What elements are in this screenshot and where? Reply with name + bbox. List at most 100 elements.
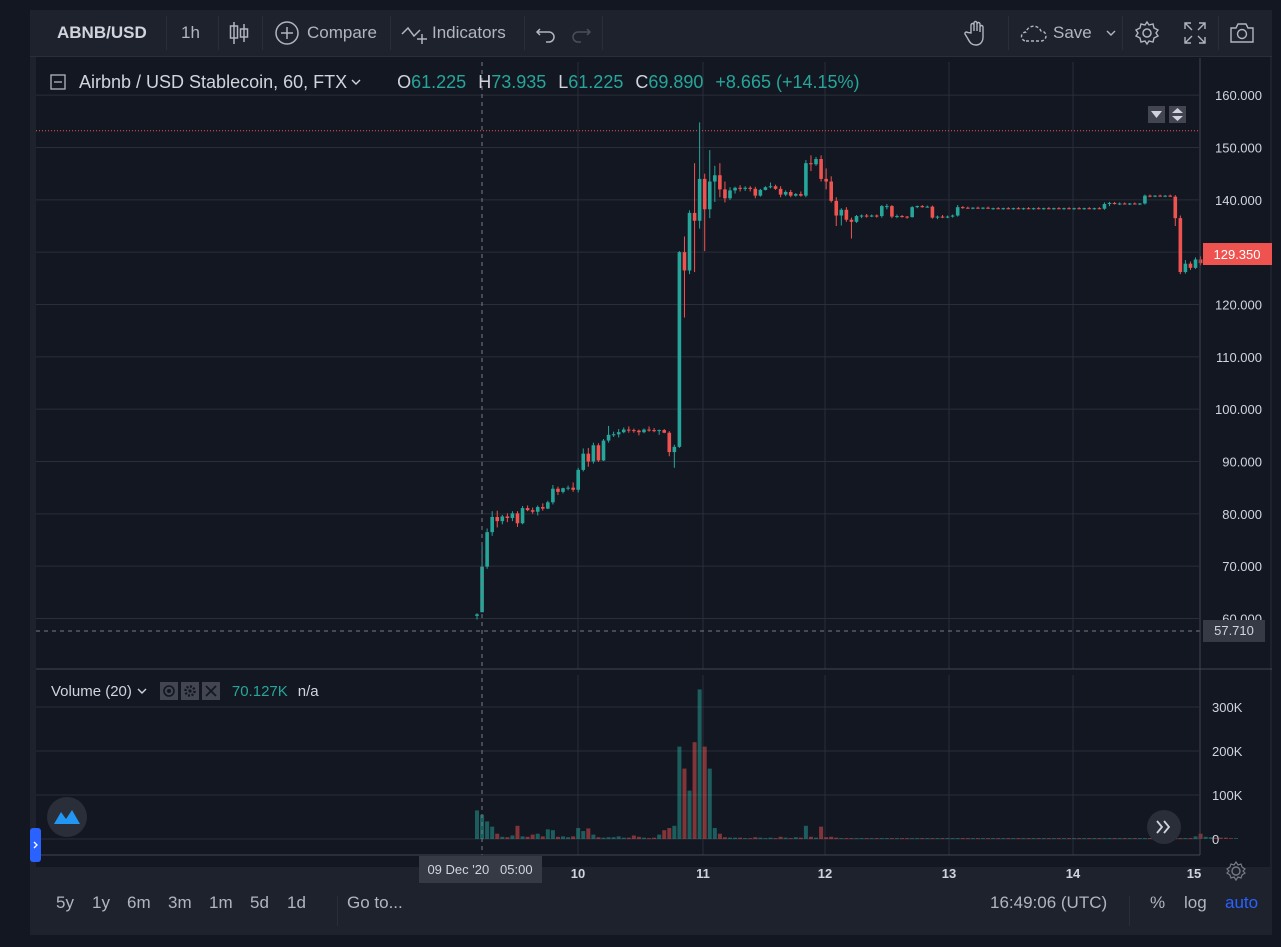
price-tick-label: 80.000 — [1222, 507, 1262, 522]
eye-icon[interactable] — [159, 682, 178, 700]
candle — [996, 207, 1000, 210]
high-key: H — [478, 71, 492, 92]
candle-body — [647, 429, 651, 431]
candle — [1112, 201, 1117, 205]
volume-bar — [555, 836, 560, 839]
auto-toggle[interactable]: auto — [1225, 893, 1258, 913]
symbol-button[interactable]: ABNB/USD — [57, 10, 147, 56]
volume-bar — [788, 838, 793, 839]
gear-icon[interactable] — [180, 682, 199, 700]
volume-bar — [480, 814, 485, 839]
toolbar-divider — [1218, 16, 1219, 50]
candle — [1067, 207, 1071, 210]
clock-display[interactable]: 16:49:06 (UTC) — [990, 893, 1107, 913]
range-button-5y[interactable]: 5y — [56, 893, 74, 912]
undo-button[interactable] — [535, 10, 557, 56]
candle — [869, 214, 874, 218]
candle-body — [890, 206, 894, 217]
crosshair-price-badge — [1203, 620, 1265, 642]
candle-body — [1143, 195, 1147, 204]
volume-bar — [935, 838, 940, 839]
goto-button[interactable]: Go to... — [347, 893, 403, 913]
grid-lines — [36, 62, 1199, 855]
redo-button[interactable] — [570, 10, 592, 56]
candle-body — [758, 189, 763, 196]
fullscreen-button[interactable] — [1183, 10, 1207, 56]
range-button-3m[interactable]: 3m — [168, 893, 192, 912]
candle — [778, 186, 783, 198]
candle-body — [642, 429, 646, 433]
log-toggle[interactable]: log — [1184, 893, 1207, 913]
compare-button[interactable]: Compare — [274, 10, 377, 56]
candle — [611, 431, 616, 437]
candle — [586, 447, 591, 467]
candle — [966, 206, 970, 209]
save-button[interactable]: Save — [1018, 10, 1118, 56]
percent-toggle[interactable]: % — [1150, 893, 1165, 913]
price-tick-label: 140.000 — [1215, 193, 1262, 208]
candle-body — [1031, 208, 1036, 210]
candle — [505, 513, 510, 523]
settings-button[interactable] — [1134, 10, 1160, 56]
candle-body — [480, 566, 484, 613]
chevron-down-icon[interactable] — [136, 686, 148, 696]
candle-body — [1062, 208, 1066, 210]
triangle-up-icon — [1172, 108, 1183, 113]
volume-bar — [611, 837, 616, 839]
volume-bar — [1026, 838, 1031, 839]
volume-bar — [869, 838, 874, 839]
candle-body — [1153, 195, 1157, 197]
volume-bar — [986, 838, 991, 839]
volume-bar — [814, 837, 819, 839]
price-axis: 60.00070.00080.00090.000100.000110.00012… — [1215, 88, 1262, 626]
candle — [763, 186, 768, 191]
pan-tool-button[interactable] — [964, 10, 990, 56]
range-button-1m[interactable]: 1m — [209, 893, 233, 912]
indicators-button[interactable]: Indicators — [400, 10, 506, 56]
volume-bar — [1011, 838, 1016, 839]
candle-body — [495, 516, 500, 522]
range-button-1d[interactable]: 1d — [287, 893, 306, 912]
toolbar-divider — [1008, 16, 1009, 50]
candle — [1163, 195, 1167, 198]
range-button-5d[interactable]: 5d — [250, 893, 269, 912]
screenshot-button[interactable] — [1228, 10, 1256, 56]
volume-bar — [778, 836, 783, 839]
time-tick-label: 15 — [1187, 866, 1201, 881]
collapse-legend-icon[interactable] — [50, 74, 66, 90]
range-button-1y[interactable]: 1y — [92, 893, 110, 912]
candle-body — [1021, 208, 1026, 210]
chevron-right-icon — [33, 841, 38, 849]
candle-body — [713, 175, 717, 182]
candle-body — [1117, 203, 1122, 205]
volume-bar — [1178, 838, 1183, 839]
candle-body — [702, 178, 707, 210]
candle-body — [728, 190, 732, 199]
candle-body — [591, 445, 596, 462]
volume-bar — [1092, 838, 1097, 839]
crosshair-date-label: 09 Dec '20 05:00 — [427, 862, 532, 877]
volume-title[interactable]: Volume (20) — [51, 682, 132, 700]
candle-body — [1077, 208, 1081, 210]
candle — [925, 205, 930, 208]
candle-body — [672, 446, 677, 453]
candle-body — [692, 212, 697, 221]
chevron-down-icon[interactable] — [350, 77, 362, 87]
volume-bar — [576, 828, 581, 839]
last-price-label: 129.350 — [1214, 247, 1261, 262]
volume-bar — [1117, 838, 1122, 839]
candle-body — [682, 252, 687, 271]
interval-button[interactable]: 1h — [181, 10, 200, 56]
symbol-title[interactable]: Airbnb / USD Stablecoin, 60, FTX — [79, 71, 348, 92]
close-icon[interactable] — [201, 682, 220, 700]
chart-type-button[interactable] — [228, 10, 250, 56]
candle-body — [1011, 208, 1016, 210]
volume-bar — [1188, 838, 1193, 839]
candle — [485, 528, 489, 569]
volume-bar — [677, 746, 682, 839]
candle — [596, 443, 601, 463]
candle-body — [485, 532, 489, 567]
candle-body — [520, 508, 525, 524]
range-button-6m[interactable]: 6m — [127, 893, 151, 912]
